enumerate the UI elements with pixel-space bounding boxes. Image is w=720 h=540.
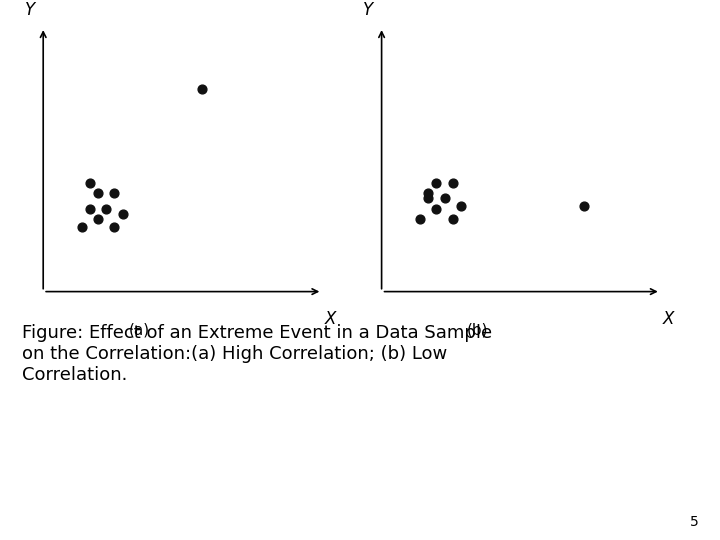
Text: 5: 5 [690, 515, 698, 529]
Point [92, 215, 104, 224]
Text: X: X [325, 310, 336, 328]
Point [117, 210, 128, 218]
Point [431, 178, 442, 187]
Point [578, 202, 590, 211]
Point [100, 204, 112, 213]
Point [423, 189, 434, 198]
Text: Y: Y [363, 2, 373, 19]
Point [76, 222, 87, 231]
Point [455, 202, 467, 211]
Point [447, 215, 459, 224]
Text: (b): (b) [467, 323, 488, 338]
Point [431, 204, 442, 213]
Point [109, 222, 120, 231]
Text: Figure: Effect of an Extreme Event in a Data Sample
on the Correlation:(a) High : Figure: Effect of an Extreme Event in a … [22, 324, 492, 383]
Point [109, 189, 120, 198]
Point [423, 194, 434, 202]
Point [84, 204, 96, 213]
Point [414, 215, 426, 224]
Text: Y: Y [24, 2, 35, 19]
Point [84, 178, 96, 187]
Point [196, 85, 207, 94]
Text: (a): (a) [128, 323, 150, 338]
Point [447, 178, 459, 187]
Text: X: X [663, 310, 675, 328]
Point [92, 189, 104, 198]
Point [438, 194, 450, 202]
